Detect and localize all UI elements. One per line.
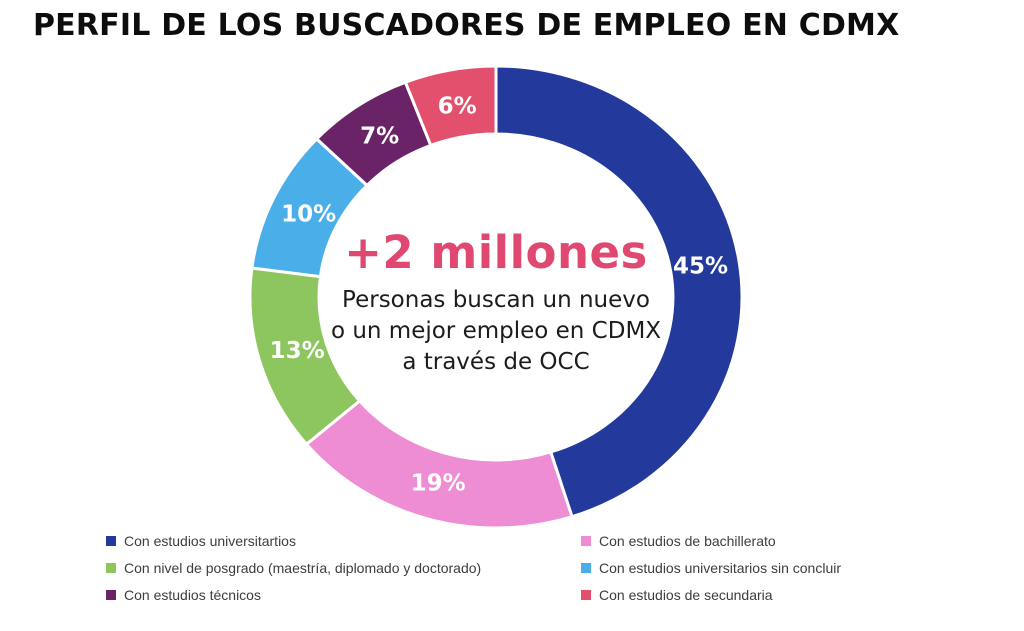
legend-label: Con estudios de secundaria	[599, 587, 773, 603]
donut-segment-label: 7%	[360, 124, 399, 150]
legend-swatch	[106, 536, 116, 546]
legend-item: Con nivel de posgrado (maestría, diploma…	[106, 560, 481, 576]
donut-segment-label: 19%	[411, 470, 466, 496]
legend-label: Con estudios de bachillerato	[599, 533, 776, 549]
donut-segment	[403, 64, 498, 148]
donut-segment-label: 13%	[270, 338, 325, 364]
legend-column-right: Con estudios de bachillerato Con estudio…	[581, 533, 841, 614]
legend-item: Con estudios de secundaria	[581, 587, 841, 603]
legend-item: Con estudios técnicos	[106, 587, 481, 603]
donut-segment-label: 6%	[438, 93, 477, 119]
page-title: PERFIL DE LOS BUSCADORES DE EMPLEO EN CD…	[33, 8, 900, 43]
donut-center-text: +2 millones Personas buscan un nuevo o u…	[296, 226, 696, 378]
legend-swatch	[581, 563, 591, 573]
legend-swatch	[106, 563, 116, 573]
center-subline-1: Personas buscan un nuevo	[342, 287, 650, 313]
center-subline-2: o un mejor empleo en CDMX	[330, 318, 662, 344]
legend-item: Con estudios universitarios sin concluir	[581, 560, 841, 576]
legend-swatch	[106, 590, 116, 600]
donut-segment	[304, 398, 574, 530]
legend-swatch	[581, 536, 591, 546]
donut-segment	[494, 64, 744, 519]
donut-segment-label: 10%	[281, 201, 336, 227]
center-subline-3: a través de OCC	[402, 349, 590, 375]
legend-item: Con estudios universitartios	[106, 533, 481, 549]
donut-segment-label: 45%	[673, 254, 728, 280]
legend-swatch	[581, 590, 591, 600]
legend-item: Con estudios de bachillerato	[581, 533, 841, 549]
legend-label: Con nivel de posgrado (maestría, diploma…	[124, 560, 482, 576]
center-headline: +2 millones	[344, 226, 648, 279]
legend-label: Con estudios técnicos	[124, 587, 261, 603]
legend-label: Con estudios universitarios sin concluir	[599, 560, 841, 576]
legend-label: Con estudios universitartios	[124, 533, 296, 549]
legend-column-left: Con estudios universitartios Con nivel d…	[106, 533, 481, 614]
